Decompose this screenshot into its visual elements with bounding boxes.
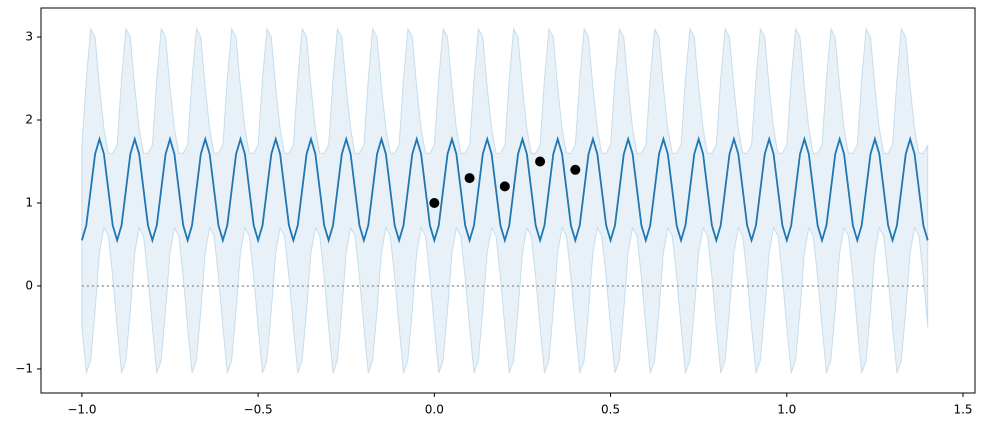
confidence-band bbox=[81, 27, 929, 374]
x-tick-label: −0.5 bbox=[244, 403, 273, 417]
x-tick-label: 1.0 bbox=[777, 403, 796, 417]
y-tick-label: −1 bbox=[15, 361, 33, 375]
y-tick-label: 3 bbox=[25, 30, 33, 44]
x-tick-label: 0.5 bbox=[601, 403, 620, 417]
y-tick-label: 0 bbox=[25, 278, 33, 292]
x-tick-label: 0.0 bbox=[425, 403, 444, 417]
observation bbox=[499, 181, 510, 192]
x-tick-label: −1.0 bbox=[67, 403, 96, 417]
observation bbox=[429, 197, 440, 208]
observation bbox=[570, 164, 581, 175]
x-tick-label: 1.5 bbox=[953, 403, 972, 417]
mean-line bbox=[81, 135, 929, 244]
y-tick-label: 2 bbox=[25, 113, 33, 127]
observation bbox=[464, 173, 475, 184]
y-tick-label: 1 bbox=[25, 195, 33, 209]
observation bbox=[535, 156, 546, 167]
plot-frame bbox=[40, 7, 976, 394]
